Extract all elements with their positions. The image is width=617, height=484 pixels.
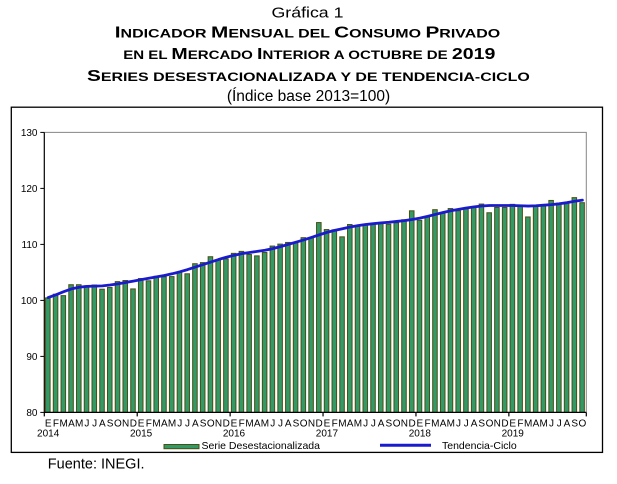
svg-text:J: J — [464, 419, 469, 430]
svg-text:100: 100 — [21, 296, 38, 307]
svg-text:A: A — [533, 419, 540, 430]
svg-text:M: M — [245, 419, 253, 430]
svg-text:O: O — [207, 419, 215, 430]
svg-text:D: D — [408, 419, 415, 430]
svg-text:D: D — [501, 419, 508, 430]
svg-text:2014: 2014 — [37, 428, 60, 439]
svg-text:J: J — [185, 419, 190, 430]
svg-text:D: D — [130, 419, 137, 430]
svg-text:130: 130 — [21, 128, 38, 139]
svg-text:M: M — [59, 419, 67, 430]
svg-text:E: E — [231, 419, 238, 430]
svg-text:A: A — [285, 419, 292, 430]
svg-text:J: J — [363, 419, 368, 430]
svg-text:(Índice base 2013=100): (Índice base 2013=100) — [227, 88, 390, 105]
svg-text:M: M — [447, 419, 455, 430]
svg-text:F: F — [53, 419, 59, 430]
svg-text:80: 80 — [26, 408, 38, 419]
svg-text:2019: 2019 — [502, 428, 525, 439]
svg-text:J: J — [557, 419, 562, 430]
svg-text:N: N — [215, 419, 222, 430]
svg-text:M: M — [168, 419, 176, 430]
svg-text:120: 120 — [21, 184, 38, 195]
svg-text:2016: 2016 — [223, 428, 246, 439]
svg-text:M: M — [152, 419, 160, 430]
svg-text:O: O — [393, 419, 401, 430]
svg-text:J: J — [177, 419, 182, 430]
svg-text:A: A — [99, 419, 106, 430]
svg-text:S: S — [386, 419, 393, 430]
svg-text:M: M — [354, 419, 362, 430]
svg-text:D: D — [316, 419, 323, 430]
svg-text:A: A — [192, 419, 199, 430]
svg-text:N: N — [308, 419, 315, 430]
svg-text:N: N — [401, 419, 408, 430]
svg-text:Serie Desestacionalizada: Serie Desestacionalizada — [202, 440, 321, 452]
svg-text:F: F — [332, 419, 338, 430]
svg-text:S: S — [107, 419, 114, 430]
svg-text:J: J — [549, 419, 554, 430]
svg-text:E: E — [324, 419, 331, 430]
svg-text:A: A — [440, 419, 447, 430]
svg-text:A: A — [161, 419, 168, 430]
svg-text:M: M — [540, 419, 548, 430]
svg-text:F: F — [517, 419, 523, 430]
svg-text:Gráfica 1: Gráfica 1 — [271, 5, 343, 21]
svg-text:A: A — [378, 419, 385, 430]
svg-text:M: M — [524, 419, 532, 430]
svg-text:INDICADOR MENSUAL DEL CONSUMO: INDICADOR MENSUAL DEL CONSUMO PRIVADO — [115, 23, 500, 41]
svg-text:O: O — [114, 419, 122, 430]
svg-text:A: A — [254, 419, 261, 430]
svg-text:J: J — [84, 419, 89, 430]
svg-text:J: J — [456, 419, 461, 430]
svg-text:O: O — [486, 419, 494, 430]
svg-text:2018: 2018 — [409, 428, 432, 439]
svg-text:F: F — [239, 419, 245, 430]
svg-text:F: F — [146, 419, 152, 430]
svg-text:90: 90 — [26, 352, 38, 363]
svg-text:A: A — [564, 419, 571, 430]
svg-text:E: E — [509, 419, 516, 430]
svg-text:Tendencia-Ciclo: Tendencia-Ciclo — [442, 440, 517, 452]
svg-text:D: D — [223, 419, 230, 430]
svg-text:110: 110 — [22, 240, 38, 251]
svg-text:S: S — [200, 419, 207, 430]
svg-text:S: S — [478, 419, 485, 430]
svg-text:A: A — [347, 419, 354, 430]
svg-text:Fuente: INEGI.: Fuente: INEGI. — [48, 456, 145, 472]
svg-text:S: S — [571, 419, 578, 430]
svg-text:O: O — [300, 419, 308, 430]
svg-text:A: A — [471, 419, 478, 430]
svg-text:O: O — [579, 419, 587, 430]
svg-text:S: S — [293, 419, 300, 430]
svg-text:N: N — [494, 419, 501, 430]
svg-text:J: J — [92, 419, 97, 430]
svg-text:J: J — [270, 419, 275, 430]
svg-text:2017: 2017 — [316, 428, 339, 439]
svg-text:E: E — [416, 419, 423, 430]
svg-text:J: J — [278, 419, 283, 430]
svg-text:EN EL MERCADO INTERIOR A OCTUB: EN EL MERCADO INTERIOR A OCTUBRE DE 2019 — [123, 45, 495, 63]
svg-text:A: A — [68, 419, 75, 430]
svg-text:J: J — [371, 419, 376, 430]
svg-text:M: M — [261, 419, 269, 430]
svg-text:M: M — [338, 419, 346, 430]
svg-text:F: F — [425, 419, 431, 430]
svg-text:M: M — [431, 419, 439, 430]
svg-text:E: E — [45, 419, 52, 430]
svg-text:E: E — [138, 419, 145, 430]
svg-text:2015: 2015 — [130, 428, 153, 439]
svg-text:M: M — [75, 419, 83, 430]
svg-text:N: N — [122, 419, 129, 430]
svg-text:SERIES DESESTACIONALIZADA Y DE: SERIES DESESTACIONALIZADA Y DE TENDENCIA… — [87, 66, 530, 84]
